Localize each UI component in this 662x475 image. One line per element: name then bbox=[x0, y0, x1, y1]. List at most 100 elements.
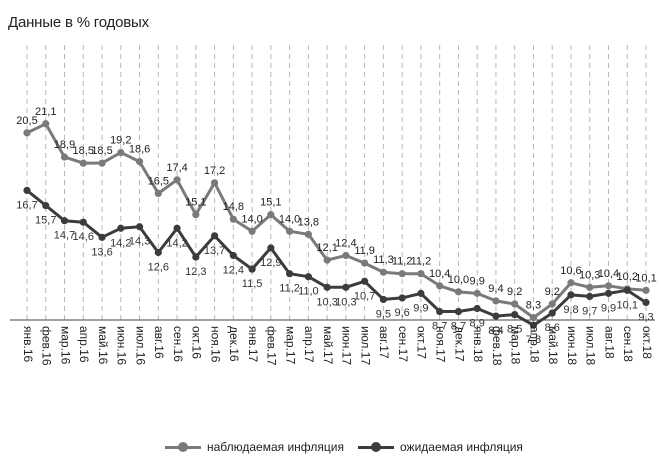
x-tick-label: сен.17 bbox=[396, 326, 410, 362]
data-label: 11,3 bbox=[373, 254, 394, 266]
data-point bbox=[473, 304, 481, 313]
data-label: 9,5 bbox=[376, 308, 391, 320]
data-point bbox=[511, 300, 519, 308]
data-label: 8,4 bbox=[488, 325, 503, 337]
data-label: 21,1 bbox=[35, 106, 56, 118]
x-tick-label: июл.17 bbox=[358, 326, 372, 365]
data-label: 9,8 bbox=[563, 304, 578, 316]
data-point bbox=[304, 230, 312, 238]
data-point bbox=[379, 295, 387, 304]
data-label: 18,5 bbox=[91, 145, 112, 157]
data-label: 8,6 bbox=[545, 322, 560, 334]
data-label: 8,5 bbox=[507, 324, 522, 336]
data-label: 12,1 bbox=[316, 242, 337, 254]
data-label: 14,0 bbox=[279, 213, 300, 225]
data-label: 17,4 bbox=[166, 162, 187, 174]
data-label: 10,0 bbox=[448, 274, 469, 286]
data-label: 11,0 bbox=[298, 286, 319, 298]
data-point bbox=[229, 215, 237, 223]
data-point bbox=[548, 309, 556, 317]
data-point bbox=[511, 310, 519, 319]
data-label: 14,8 bbox=[223, 201, 244, 213]
data-label: 12,6 bbox=[148, 261, 169, 273]
data-point bbox=[454, 288, 463, 296]
data-label: 11,2 bbox=[411, 256, 432, 268]
data-label: 9,9 bbox=[470, 275, 485, 287]
data-label: 14,3 bbox=[129, 236, 150, 248]
data-label: 12,4 bbox=[223, 265, 244, 277]
data-label: 10,7 bbox=[354, 290, 375, 302]
data-label: 11,5 bbox=[242, 278, 263, 290]
x-tick-label: дек.16 bbox=[227, 326, 241, 362]
x-tick-label: авг.17 bbox=[377, 326, 391, 359]
data-label: 9,3 bbox=[638, 311, 653, 323]
data-point bbox=[229, 251, 237, 260]
data-point bbox=[642, 286, 650, 294]
data-point bbox=[323, 283, 331, 291]
x-tick-label: мар.16 bbox=[58, 326, 72, 365]
data-label: 10,1 bbox=[617, 299, 638, 311]
data-point bbox=[586, 292, 594, 300]
data-point bbox=[361, 277, 369, 285]
data-point bbox=[210, 179, 219, 187]
x-tick-label: мар.17 bbox=[283, 326, 297, 365]
data-label: 12,4 bbox=[335, 238, 356, 250]
data-label: 12,3 bbox=[185, 266, 206, 278]
x-tick-label: янв.16 bbox=[21, 326, 35, 363]
data-point bbox=[42, 120, 50, 128]
x-tick-label: фев.17 bbox=[265, 326, 279, 366]
data-label: 10,4 bbox=[598, 268, 619, 280]
gridlines bbox=[26, 45, 647, 320]
data-label: 9,9 bbox=[601, 302, 616, 314]
data-point bbox=[286, 227, 294, 235]
data-point bbox=[567, 291, 575, 299]
x-tick-label: сен.16 bbox=[171, 326, 185, 362]
data-point bbox=[642, 298, 650, 307]
legend-label-expected: ожидаемая инфляция bbox=[400, 440, 523, 454]
data-label: 7,8 bbox=[526, 334, 541, 346]
data-label: 16,7 bbox=[16, 199, 37, 211]
data-point bbox=[117, 148, 125, 157]
data-point bbox=[379, 268, 387, 276]
x-tick-label: июн.16 bbox=[115, 326, 129, 365]
data-label: 18,6 bbox=[129, 144, 150, 156]
data-point bbox=[135, 223, 144, 231]
data-label: 11,2 bbox=[392, 256, 413, 268]
data-point bbox=[192, 253, 200, 261]
data-point bbox=[79, 218, 87, 226]
data-label: 8,3 bbox=[526, 300, 541, 312]
legend-swatch-observed bbox=[165, 442, 201, 452]
legend-item-expected: ожидаемая инфляция bbox=[358, 440, 523, 454]
data-point bbox=[154, 189, 162, 198]
x-tick-label: окт.16 bbox=[190, 326, 204, 359]
x-tick-label: окт.18 bbox=[640, 326, 654, 359]
data-label: 16,5 bbox=[148, 175, 169, 187]
data-label: 10,3 bbox=[335, 296, 356, 308]
x-tick-label: мар.18 bbox=[509, 326, 523, 365]
data-point bbox=[23, 186, 31, 194]
x-tick-label: янв.18 bbox=[471, 326, 485, 363]
data-point bbox=[60, 153, 69, 161]
data-label: 14,6 bbox=[73, 231, 94, 243]
data-label: 14,7 bbox=[54, 230, 75, 242]
data-point bbox=[173, 224, 181, 232]
data-point bbox=[492, 297, 500, 305]
x-tick-label: апр.18 bbox=[527, 326, 541, 363]
data-point bbox=[567, 279, 575, 287]
data-label: 20,5 bbox=[16, 115, 37, 127]
x-tick-label: янв.17 bbox=[246, 326, 260, 363]
data-label: 10,4 bbox=[429, 268, 450, 280]
data-label: 15,7 bbox=[35, 215, 56, 227]
x-tick-label: ноя.17 bbox=[433, 326, 447, 363]
x-tick-label: ноя.16 bbox=[208, 326, 222, 363]
data-point bbox=[98, 233, 106, 241]
x-tick-label: июл.18 bbox=[584, 326, 598, 365]
data-point bbox=[623, 286, 631, 294]
x-tick-label: апр.16 bbox=[77, 326, 91, 363]
data-point bbox=[267, 211, 275, 219]
series-line-0 bbox=[26, 122, 647, 320]
x-tick-label: май.17 bbox=[321, 326, 335, 365]
data-point bbox=[79, 159, 87, 167]
data-point bbox=[135, 158, 144, 166]
data-point bbox=[586, 283, 594, 291]
